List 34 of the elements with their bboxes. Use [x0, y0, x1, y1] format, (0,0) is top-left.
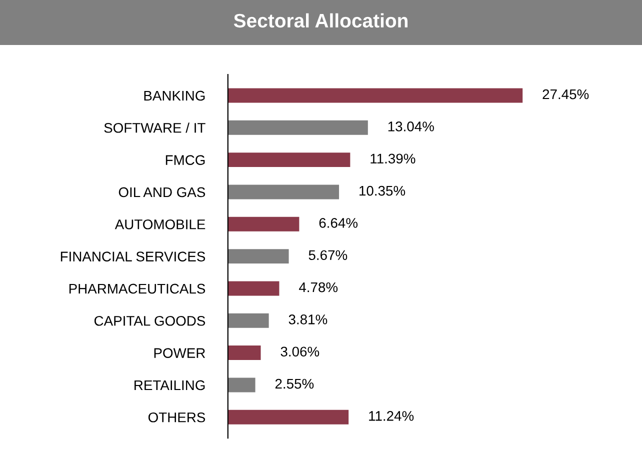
data-label: 3.06% [280, 346, 320, 357]
bar [228, 216, 300, 232]
y-tick-label: FMCG [166, 155, 205, 165]
bar [228, 281, 280, 296]
y-tick-label: SOFTWARE / IT [104, 122, 206, 133]
bar [228, 313, 269, 328]
data-label: 10.35% [360, 186, 406, 196]
data-label: 4.78% [298, 282, 338, 292]
y-tick-label: OTHERS [148, 412, 206, 422]
chart-title: Sectoral Allocation [234, 13, 408, 28]
bar [228, 346, 261, 360]
data-label: 6.64% [319, 218, 358, 228]
data-label: 2.55% [275, 378, 314, 389]
y-tick-label: FINANCIAL SERVICES [60, 252, 206, 262]
data-label: 13.04% [388, 122, 434, 132]
y-tick-label: PHARMACEUTICALS [69, 284, 206, 294]
y-tick-label: OIL AND GAS [118, 187, 206, 198]
bar [228, 184, 340, 200]
y-tick-label: AUTOMOBILE [114, 219, 206, 230]
data-label: 3.81% [288, 314, 328, 324]
bar [228, 410, 349, 424]
bar [228, 120, 368, 135]
bar [228, 249, 289, 264]
y-tick-label: RETAILING [134, 380, 205, 390]
bar [228, 88, 523, 103]
bar [228, 378, 256, 392]
y-tick-label: POWER [154, 348, 206, 358]
y-tick-label: CAPITAL GOODS [94, 316, 206, 326]
bar [228, 152, 350, 168]
data-label: 27.45% [542, 89, 589, 100]
y-tick-label: BANKING [144, 90, 205, 101]
data-label: 11.24% [369, 411, 414, 421]
data-label: 11.39% [370, 154, 416, 164]
data-label: 5.67% [308, 250, 348, 260]
